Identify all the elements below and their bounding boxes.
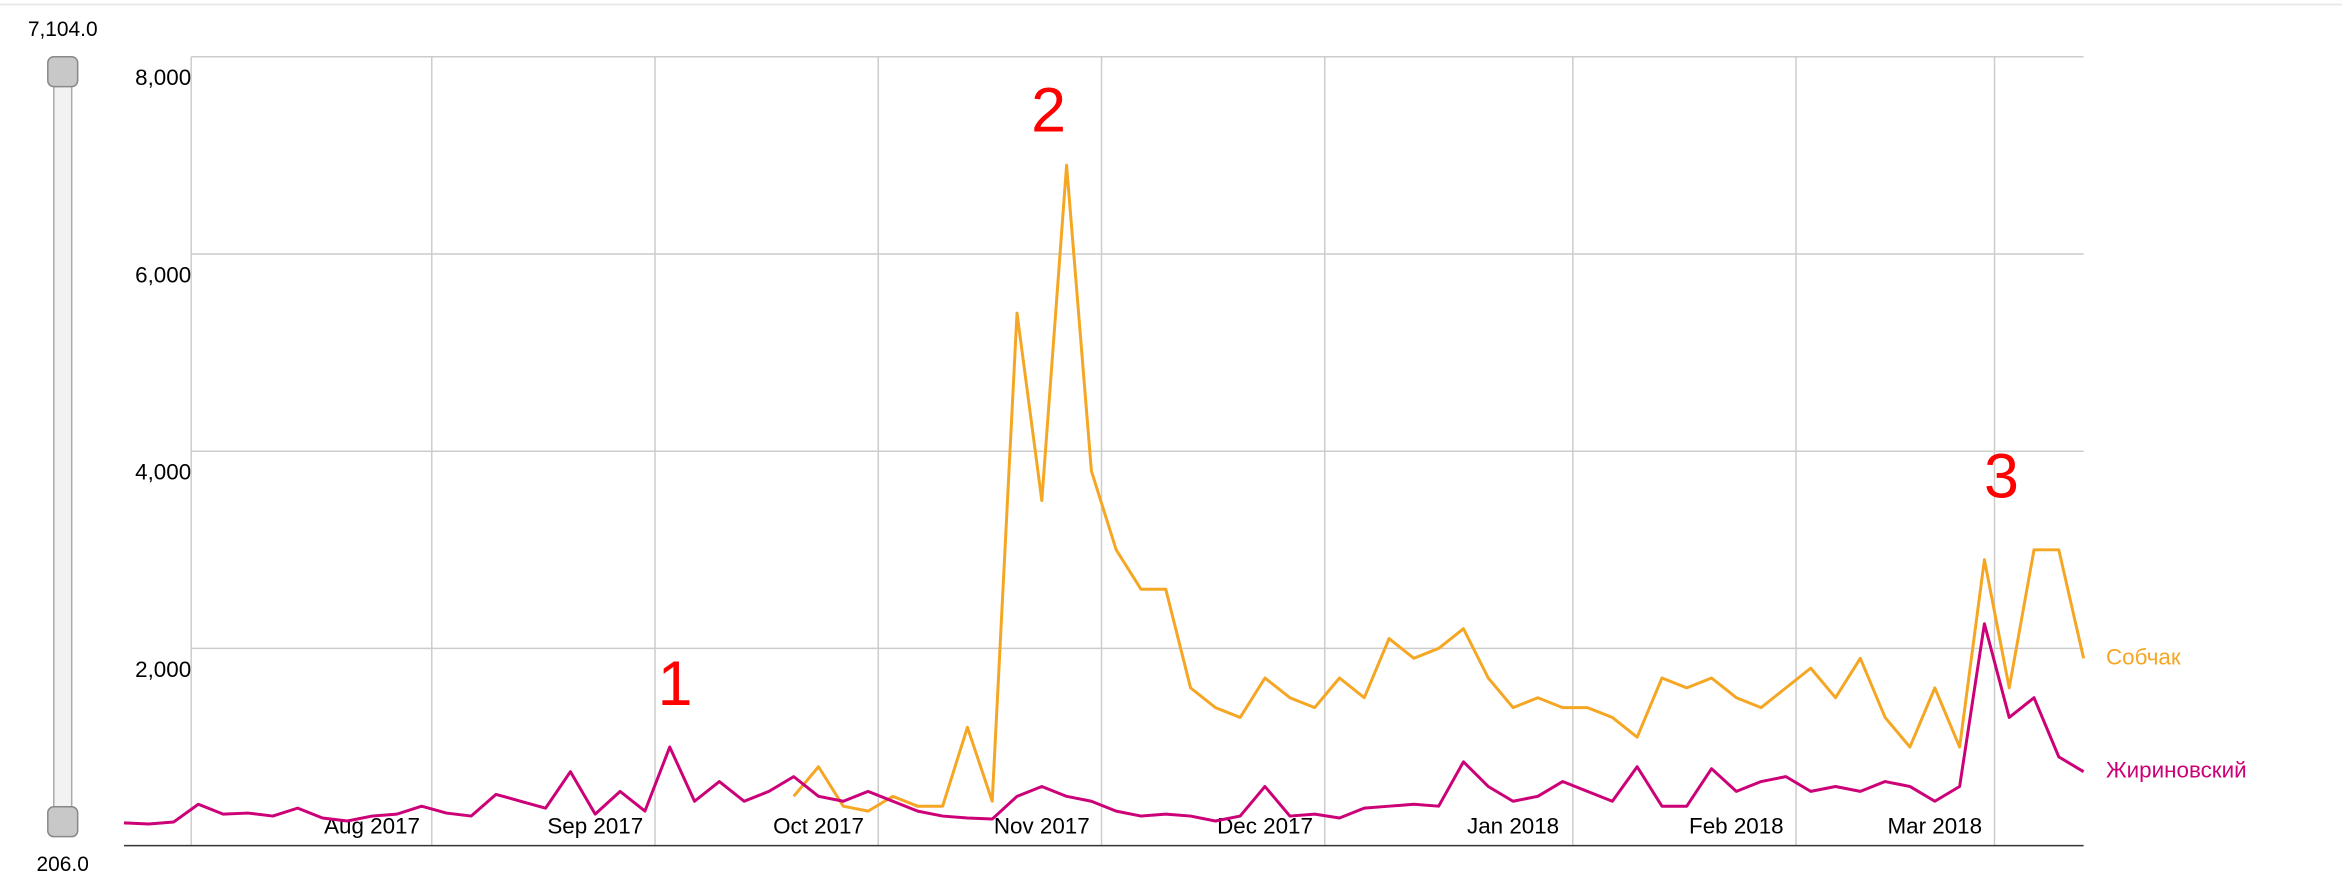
slider-max-label: 7,104.0	[28, 18, 98, 41]
y-tick-label: 2,000	[135, 657, 191, 682]
x-tick-label: Aug 2017	[324, 814, 420, 839]
y-tick-label: 4,000	[135, 460, 191, 485]
series-line	[123, 622, 2085, 826]
y-tick-label: 6,000	[135, 262, 191, 287]
x-tick-label: Sep 2017	[547, 814, 643, 839]
x-tick-label: Nov 2017	[994, 814, 1090, 839]
slider-track	[53, 66, 73, 816]
x-tick-label: Mar 2018	[1887, 814, 1982, 839]
annotation: 2	[1031, 75, 1066, 145]
slider-handle-top[interactable]	[47, 56, 79, 88]
x-tick-label: Oct 2017	[773, 814, 864, 839]
annotation: 1	[658, 649, 693, 719]
slider-min-label: 206.0	[37, 853, 89, 876]
series-line	[792, 163, 2086, 813]
series-label: Собчак	[2106, 644, 2181, 669]
x-tick-label: Feb 2018	[1689, 814, 1784, 839]
slider-handle-bottom[interactable]	[47, 806, 79, 838]
x-tick-label: Jan 2018	[1467, 814, 1559, 839]
y-tick-label: 8,000	[135, 65, 191, 90]
annotation: 3	[1984, 442, 2019, 512]
range-slider[interactable]	[47, 56, 79, 838]
series-label: Жириновский	[2106, 758, 2247, 783]
